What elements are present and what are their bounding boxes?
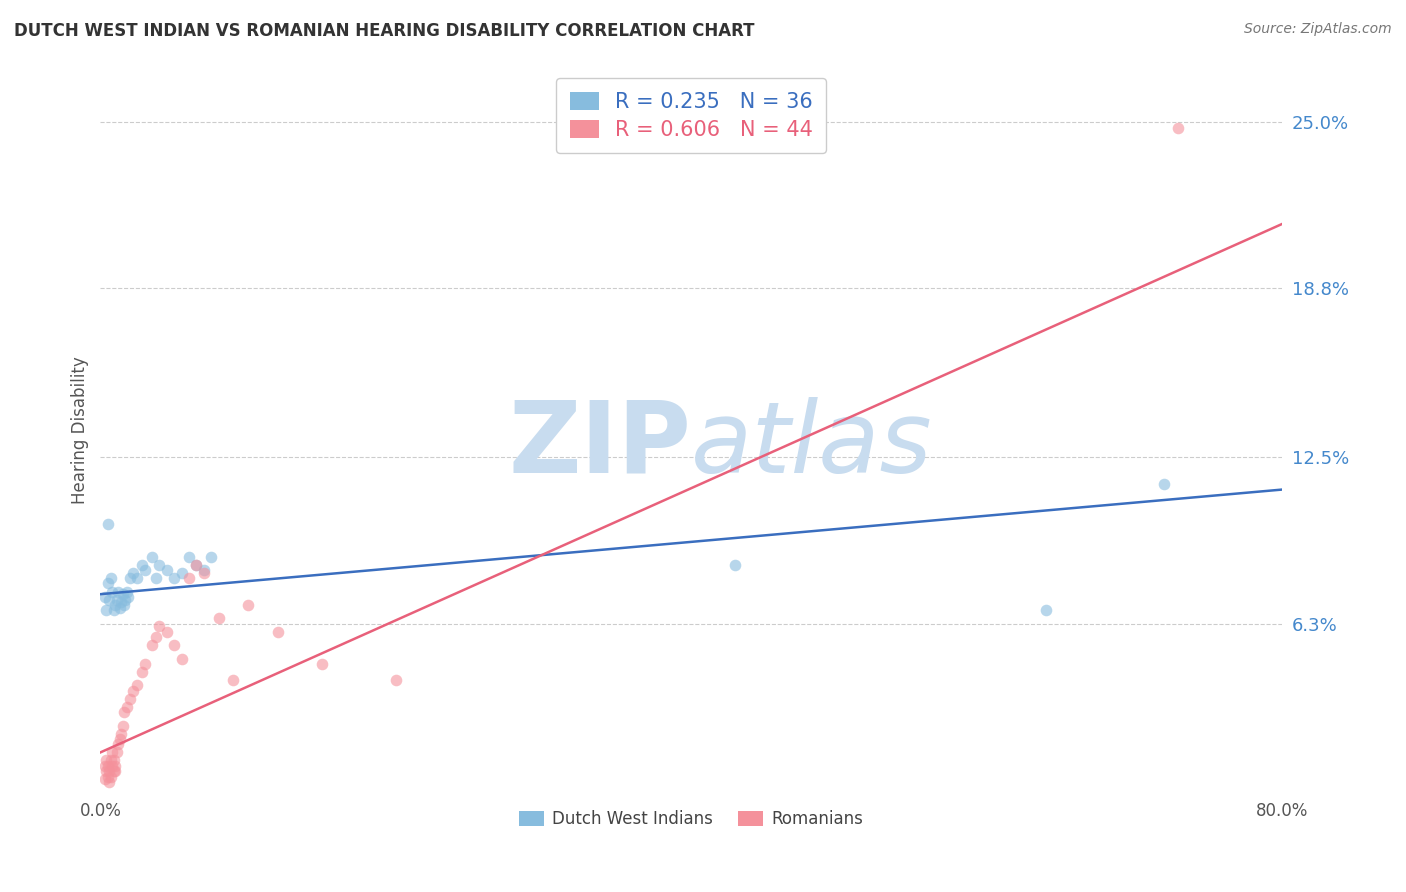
- Point: [145, 571, 167, 585]
- Point: [170, 651, 193, 665]
- Text: atlas: atlas: [692, 397, 932, 493]
- Point: [163, 638, 186, 652]
- Point: [141, 638, 163, 652]
- Point: [108, 731, 131, 746]
- Text: Source: ZipAtlas.com: Source: ZipAtlas.com: [1244, 22, 1392, 37]
- Point: [118, 571, 141, 585]
- Point: [170, 566, 193, 580]
- Point: [105, 746, 128, 760]
- Point: [127, 571, 149, 585]
- Point: [98, 764, 121, 779]
- Point: [100, 754, 122, 768]
- Point: [207, 611, 229, 625]
- Point: [94, 772, 117, 787]
- Point: [105, 592, 128, 607]
- Point: [101, 584, 124, 599]
- Point: [384, 673, 406, 687]
- Point: [96, 603, 118, 617]
- Y-axis label: Hearing Disability: Hearing Disability: [72, 357, 89, 505]
- Point: [97, 517, 120, 532]
- Point: [186, 558, 208, 572]
- Point: [94, 590, 117, 604]
- Text: ZIP: ZIP: [508, 397, 692, 493]
- Point: [101, 759, 124, 773]
- Point: [177, 571, 200, 585]
- Point: [145, 630, 167, 644]
- Point: [107, 738, 129, 752]
- Point: [134, 563, 156, 577]
- Point: [186, 558, 208, 572]
- Point: [163, 571, 186, 585]
- Point: [115, 699, 138, 714]
- Point: [96, 764, 118, 779]
- Point: [1153, 477, 1175, 491]
- Point: [103, 764, 125, 779]
- Point: [110, 726, 132, 740]
- Point: [121, 566, 143, 580]
- Point: [193, 566, 215, 580]
- Point: [111, 587, 134, 601]
- Point: [103, 754, 125, 768]
- Point: [100, 770, 122, 784]
- Point: [141, 549, 163, 564]
- Point: [108, 600, 131, 615]
- Point: [110, 595, 132, 609]
- Point: [104, 759, 127, 773]
- Point: [236, 598, 259, 612]
- Point: [98, 592, 121, 607]
- Point: [1035, 603, 1057, 617]
- Point: [131, 665, 153, 679]
- Point: [177, 549, 200, 564]
- Point: [112, 705, 135, 719]
- Point: [104, 764, 127, 779]
- Point: [131, 558, 153, 572]
- Point: [148, 619, 170, 633]
- Point: [100, 571, 122, 585]
- Point: [101, 746, 124, 760]
- Point: [127, 678, 149, 692]
- Point: [200, 549, 222, 564]
- Point: [111, 718, 134, 732]
- Point: [103, 603, 125, 617]
- Point: [118, 691, 141, 706]
- Legend: Dutch West Indians, Romanians: Dutch West Indians, Romanians: [512, 804, 870, 835]
- Point: [148, 558, 170, 572]
- Point: [156, 563, 179, 577]
- Point: [96, 754, 118, 768]
- Point: [94, 759, 117, 773]
- Point: [1167, 120, 1189, 135]
- Point: [98, 775, 121, 789]
- Point: [107, 584, 129, 599]
- Point: [156, 624, 179, 639]
- Point: [117, 590, 139, 604]
- Point: [266, 624, 288, 639]
- Point: [193, 563, 215, 577]
- Point: [112, 598, 135, 612]
- Point: [115, 584, 138, 599]
- Point: [134, 657, 156, 671]
- Point: [222, 673, 245, 687]
- Point: [97, 759, 120, 773]
- Text: DUTCH WEST INDIAN VS ROMANIAN HEARING DISABILITY CORRELATION CHART: DUTCH WEST INDIAN VS ROMANIAN HEARING DI…: [14, 22, 755, 40]
- Point: [121, 683, 143, 698]
- Point: [97, 576, 120, 591]
- Point: [311, 657, 333, 671]
- Point: [114, 592, 136, 607]
- Point: [97, 770, 120, 784]
- Point: [724, 558, 747, 572]
- Point: [104, 598, 127, 612]
